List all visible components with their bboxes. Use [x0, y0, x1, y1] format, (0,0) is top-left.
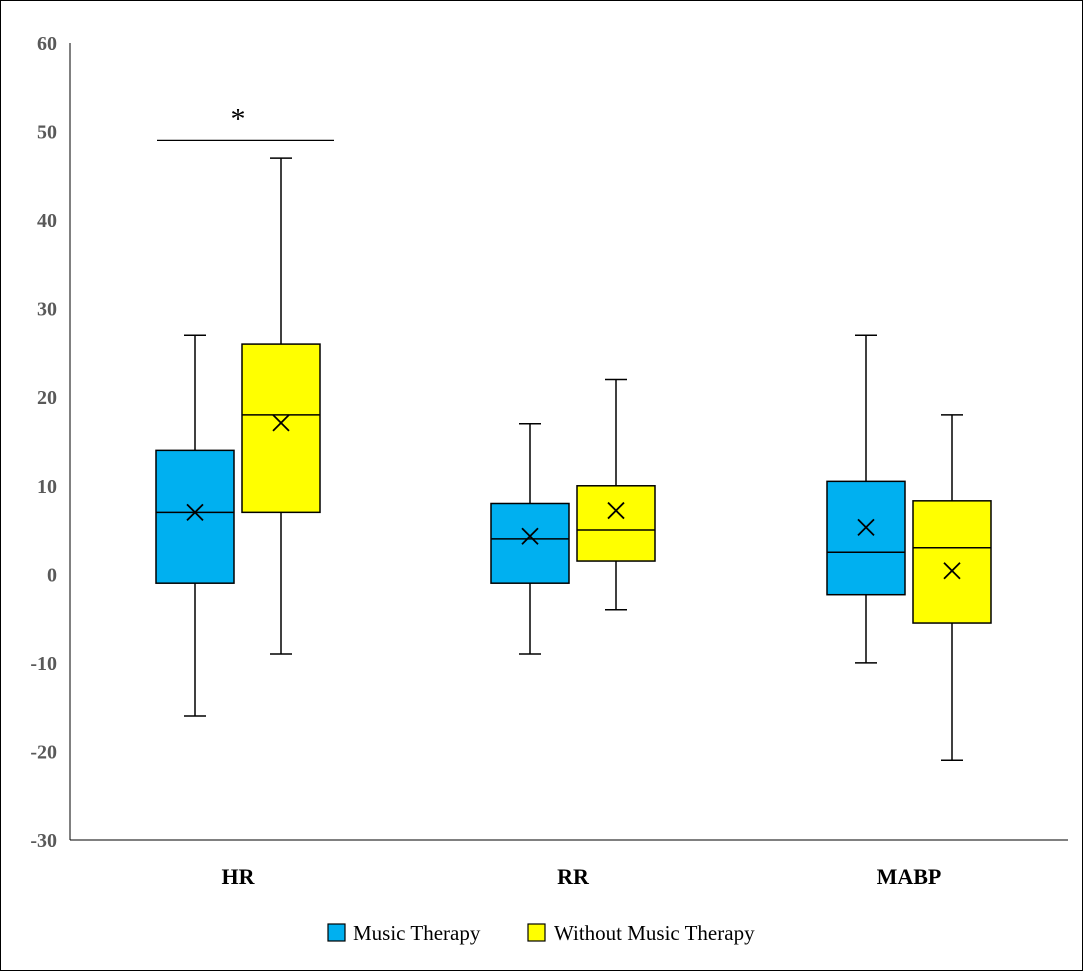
y-tick-label: -20: [30, 741, 57, 763]
y-tick-label: 60: [37, 33, 57, 55]
y-tick-label: 40: [37, 210, 57, 232]
y-tick-label: -30: [30, 830, 57, 852]
y-tick-label: -10: [30, 653, 57, 675]
legend-label: Without Music Therapy: [554, 921, 755, 945]
box-music-therapy-hr: [155, 334, 235, 717]
box-iqr: [826, 480, 906, 596]
y-tick-label: 30: [37, 299, 57, 321]
mean-marker-stroke-b: [857, 518, 875, 537]
y-tick-label: 50: [37, 122, 57, 144]
box-without-music-therapy-hr: [241, 157, 321, 655]
mean-marker-stroke-b: [186, 503, 204, 521]
legend-item: Without Music Therapy: [527, 921, 755, 945]
legend-label: Music Therapy: [353, 921, 481, 945]
boxes: [155, 157, 992, 762]
annotations: *: [157, 102, 334, 142]
box-iqr: [155, 449, 235, 584]
y-tick-label: 10: [37, 476, 57, 498]
box-iqr: [576, 485, 656, 562]
legend: Music Therapy Without Music Therapy: [327, 921, 755, 945]
mean-marker-stroke-b: [272, 414, 290, 432]
x-category-label: MABP: [877, 864, 942, 889]
y-tick-label: 0: [47, 564, 57, 586]
box-music-therapy-mabp: [826, 334, 906, 664]
box-without-music-therapy-rr: [576, 378, 656, 611]
box-iqr: [241, 343, 321, 514]
box-iqr: [912, 500, 992, 624]
x-category-label: RR: [557, 864, 590, 889]
x-category-label: HR: [222, 864, 256, 889]
box-music-therapy-rr: [490, 423, 570, 655]
mean-marker-stroke-b: [521, 527, 539, 545]
box-without-music-therapy-mabp: [912, 414, 992, 762]
mean-marker-stroke-b: [607, 501, 625, 520]
mean-marker-stroke-b: [943, 562, 961, 580]
y-tick-label: 20: [37, 387, 57, 409]
axes: 60 50 40 30 20 10 0 -10 -20 -30 HR RR MABP: [30, 33, 1068, 889]
significance-marker: *: [231, 102, 246, 135]
box-iqr: [490, 502, 570, 584]
legend-swatch: [327, 923, 346, 942]
legend-item: Music Therapy: [327, 921, 481, 945]
legend-swatch: [527, 923, 546, 942]
